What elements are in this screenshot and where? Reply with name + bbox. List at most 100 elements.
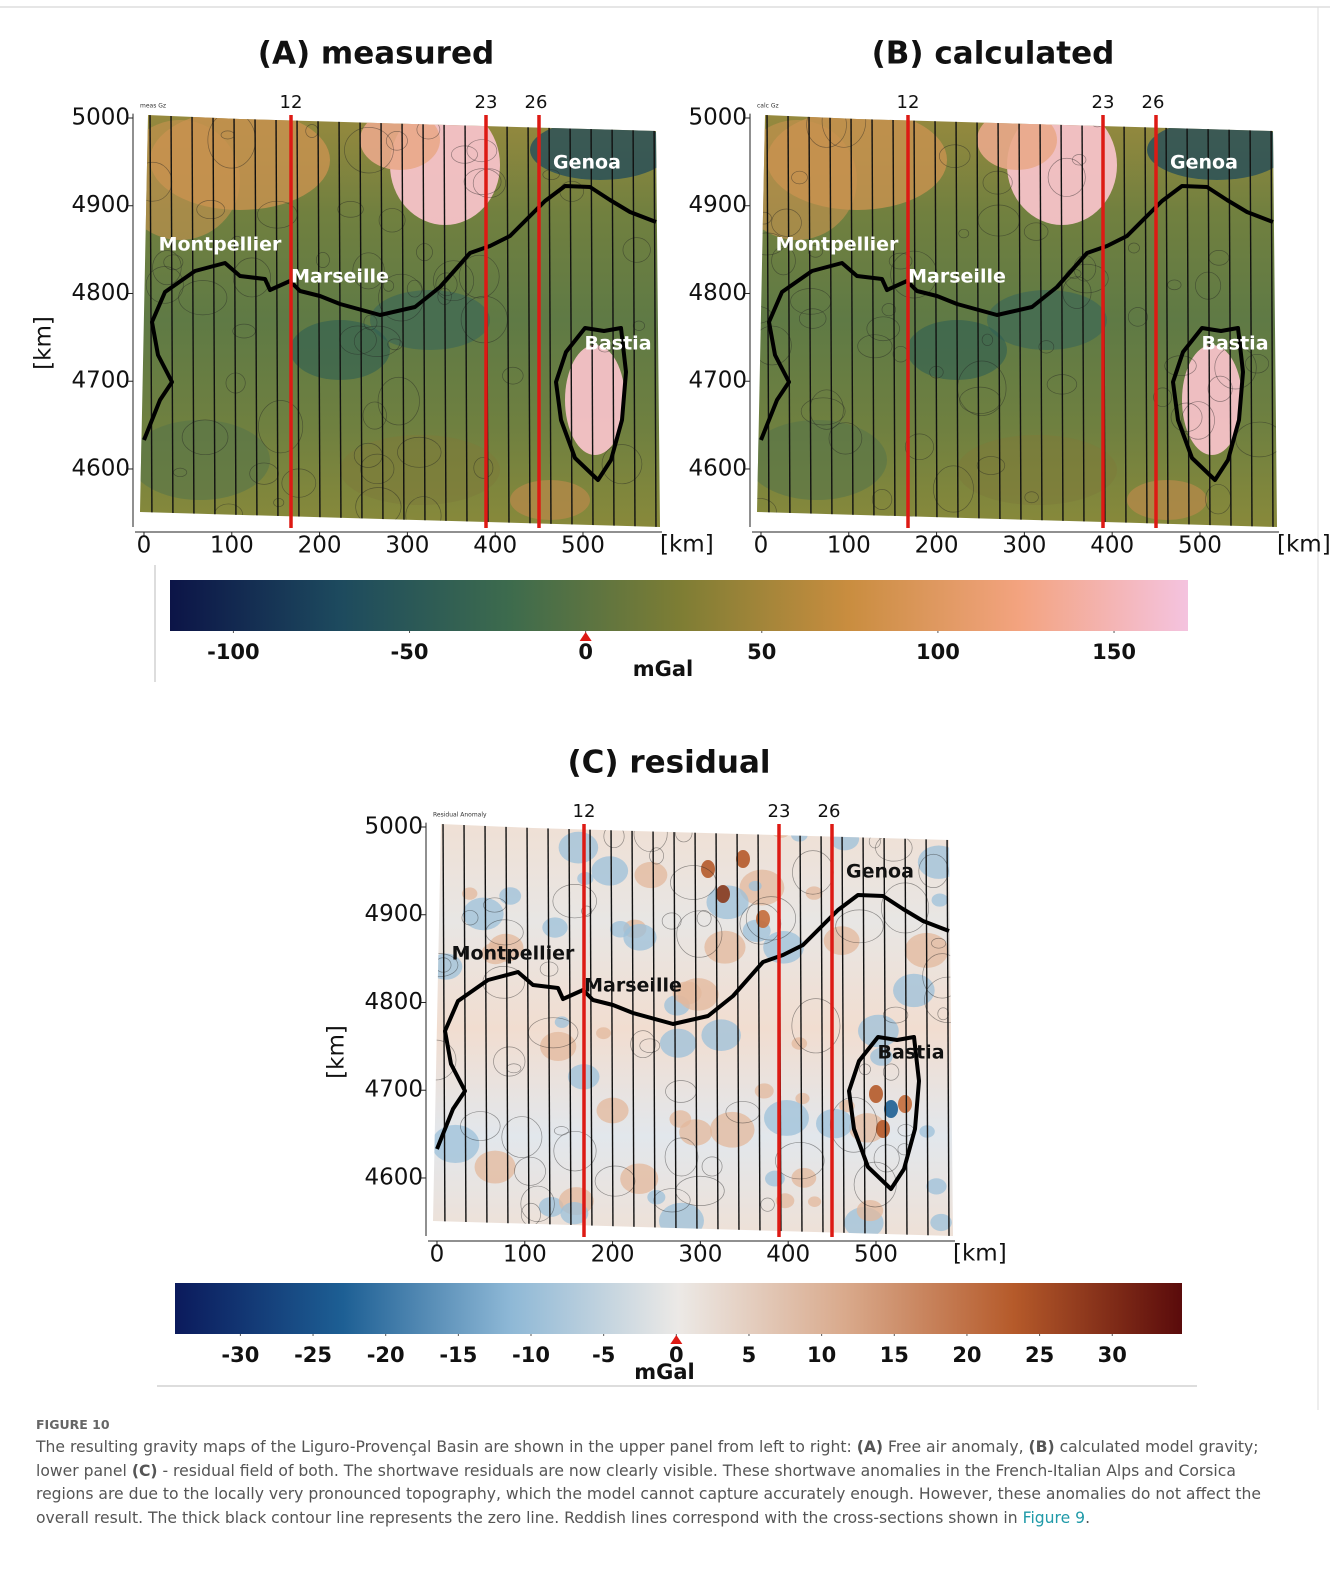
contour bbox=[181, 419, 229, 456]
x-tick-label: 400 bbox=[766, 1242, 810, 1268]
colorbar-tick-label: 150 bbox=[1092, 640, 1136, 664]
contour bbox=[353, 325, 401, 357]
x-tick-label: 200 bbox=[298, 533, 342, 559]
track-line bbox=[829, 115, 833, 527]
map-field bbox=[591, 856, 629, 886]
contour bbox=[828, 422, 863, 455]
map-field bbox=[370, 290, 490, 350]
map-field bbox=[565, 345, 625, 455]
track-line bbox=[1018, 115, 1022, 527]
map-field bbox=[754, 1083, 774, 1099]
contour bbox=[918, 853, 949, 888]
y-tick-label: 5000 bbox=[71, 104, 130, 130]
track-line bbox=[757, 824, 761, 1236]
contour bbox=[1127, 307, 1148, 327]
colorbar-label: mGal bbox=[633, 657, 694, 681]
track-line bbox=[631, 824, 635, 1236]
contour bbox=[676, 910, 723, 958]
contour bbox=[463, 168, 502, 195]
contour bbox=[931, 937, 947, 949]
track-line bbox=[850, 115, 854, 527]
map-field bbox=[917, 845, 953, 879]
map-field bbox=[934, 824, 950, 838]
contour bbox=[866, 316, 900, 342]
contour bbox=[435, 272, 458, 297]
map-panel: (C) residual Residual Anomaly 12 23 26 Genoa M… bbox=[324, 745, 1007, 1268]
map-field bbox=[140, 120, 240, 240]
x-unit: [km] bbox=[660, 532, 714, 558]
caption-text: The resulting gravity maps of the Liguro… bbox=[36, 1436, 1298, 1530]
map-note: meas Gz bbox=[140, 103, 166, 110]
city-label: Genoa bbox=[1170, 152, 1238, 174]
contour bbox=[757, 325, 792, 366]
map-field bbox=[823, 926, 860, 955]
caption-run: - residual field of both. The shortwave … bbox=[36, 1461, 1262, 1527]
map-field bbox=[856, 1199, 884, 1222]
city-label: Genoa bbox=[846, 861, 914, 883]
track-line bbox=[1207, 115, 1211, 527]
track-line bbox=[736, 824, 740, 1236]
contour bbox=[639, 1038, 661, 1053]
map-field bbox=[659, 1028, 697, 1058]
contour bbox=[890, 250, 938, 299]
colorbar-tick-label: -20 bbox=[367, 1343, 405, 1367]
track-line bbox=[925, 824, 929, 1236]
track-line bbox=[505, 824, 509, 1236]
track-line bbox=[841, 824, 845, 1236]
map-field bbox=[510, 480, 590, 520]
profile-label: 23 bbox=[1092, 92, 1115, 113]
contour bbox=[881, 303, 897, 317]
caption-run: calculated model gravity; lower panel bbox=[36, 1438, 1259, 1480]
x-tick-label: 500 bbox=[561, 533, 605, 559]
panel-title: (C) residual bbox=[567, 745, 770, 781]
map-image bbox=[757, 115, 1277, 527]
contour bbox=[363, 314, 378, 331]
contour bbox=[976, 456, 1006, 475]
map-field bbox=[977, 115, 1057, 170]
figure-link[interactable]: Figure 9 bbox=[1022, 1508, 1086, 1527]
contour bbox=[406, 279, 423, 298]
map-field bbox=[931, 893, 949, 907]
contour bbox=[675, 824, 693, 843]
contour bbox=[1038, 340, 1055, 354]
coastline bbox=[435, 893, 950, 1150]
contour bbox=[958, 228, 970, 239]
x-tick-label: 200 bbox=[591, 1242, 635, 1268]
colorbar-label: mGal bbox=[634, 1360, 695, 1384]
y-tick-label: 4600 bbox=[364, 1164, 423, 1190]
colorbar-tick-label: 25 bbox=[1025, 1343, 1054, 1367]
contour bbox=[377, 376, 420, 426]
map-field bbox=[748, 880, 762, 892]
contour bbox=[771, 246, 796, 276]
map-field bbox=[530, 120, 660, 180]
track-line bbox=[610, 824, 614, 1236]
x-tick-label: 300 bbox=[1002, 533, 1046, 559]
colorbar-tick-label: -30 bbox=[221, 1343, 259, 1367]
map-field bbox=[462, 897, 504, 931]
contour bbox=[258, 400, 304, 454]
contour bbox=[383, 280, 395, 292]
contour bbox=[152, 250, 182, 286]
track-line bbox=[338, 115, 342, 527]
profile-label: 12 bbox=[897, 92, 920, 113]
contour bbox=[821, 115, 867, 148]
map-field bbox=[634, 861, 668, 889]
map-field bbox=[763, 1099, 809, 1136]
map-field bbox=[830, 827, 860, 851]
figure: (A) measured meas Gz 12 23 26 Genoa Montpellie… bbox=[0, 6, 1330, 1410]
x-unit: [km] bbox=[953, 1241, 1007, 1267]
track-line bbox=[484, 824, 488, 1236]
colorbar-tick-label: -15 bbox=[439, 1343, 477, 1367]
track-line bbox=[1186, 115, 1190, 527]
profile-label: 26 bbox=[525, 92, 548, 113]
contour bbox=[835, 909, 884, 944]
track-line bbox=[904, 824, 908, 1236]
zero-marker bbox=[670, 1335, 683, 1344]
track-line bbox=[715, 824, 719, 1236]
contour bbox=[1024, 491, 1039, 504]
colorbar-ramp bbox=[170, 580, 1188, 631]
track-line bbox=[212, 115, 216, 527]
track-line bbox=[632, 115, 636, 527]
contour bbox=[1062, 276, 1092, 309]
track-line bbox=[296, 115, 300, 527]
